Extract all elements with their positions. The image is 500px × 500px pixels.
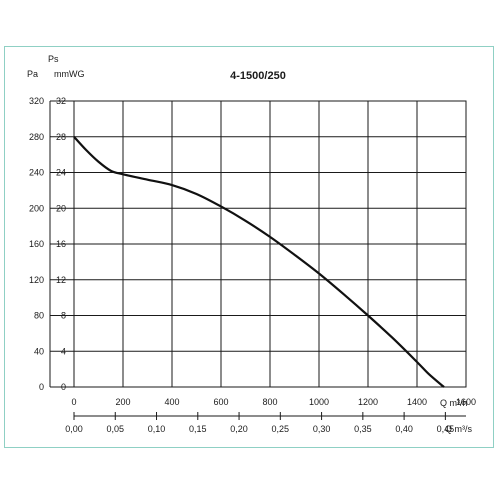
x-tick-label: 1000 (309, 397, 329, 407)
y-tick-label-pa: 280 (29, 132, 44, 142)
y-tick-label-pa: 200 (29, 203, 44, 213)
y-tick-label-mmwg: 8 (61, 311, 66, 321)
x2-tick-label: 0,15 (189, 424, 207, 434)
x-tick-label: 1400 (407, 397, 427, 407)
x-tick-label: 1600 (456, 397, 476, 407)
y-tick-label-pa: 120 (29, 275, 44, 285)
x2-tick-label: 0,00 (65, 424, 83, 434)
x2-tick-label: 0,40 (395, 424, 413, 434)
plot-border (73, 100, 467, 388)
x-tick-label: 0 (71, 397, 76, 407)
x2-tick-label: 0,35 (354, 424, 372, 434)
y-tick-label-pa: 240 (29, 168, 44, 178)
y-left-unit: Pa (27, 69, 38, 79)
x-unit-primary: Q m³/h (440, 398, 468, 408)
y-tick-label-mmwg: 4 (61, 346, 66, 356)
x-tick-label: 1200 (358, 397, 378, 407)
x-tick-label: 800 (262, 397, 277, 407)
y-tick-label-mmwg: 16 (56, 239, 66, 249)
y-tick-label-mmwg: 24 (56, 168, 66, 178)
x-tick-label: 400 (164, 397, 179, 407)
y-tick-label-mmwg: 32 (56, 96, 66, 106)
chart-title: 4-1500/250 (230, 70, 286, 82)
series-group (73, 136, 445, 388)
x-unit-secondary: Q m³/s (445, 424, 472, 434)
y-left-unit-top: Ps (48, 54, 59, 64)
x2-tick-label: 0,45 (437, 424, 455, 434)
x2-tick-label: 0,30 (313, 424, 331, 434)
y-tick-label-mmwg: 20 (56, 203, 66, 213)
chart-frame (4, 46, 494, 448)
y-tick-label-mmwg: 12 (56, 275, 66, 285)
y-right-unit: mmWG (54, 69, 85, 79)
y-tick-label-pa: 320 (29, 96, 44, 106)
fan-curve-line (73, 136, 445, 388)
y-tick-label-mmwg: 0 (61, 382, 66, 392)
y-tick-label-mmwg: 28 (56, 132, 66, 142)
y-tick-label-pa: 160 (29, 239, 44, 249)
y-tick-label-pa: 40 (34, 346, 44, 356)
y-tick-label-pa: 0 (39, 382, 44, 392)
grid (49, 100, 467, 420)
x2-tick-label: 0,25 (272, 424, 290, 434)
x2-tick-label: 0,10 (148, 424, 166, 434)
x2-tick-label: 0,20 (230, 424, 248, 434)
y-tick-label-pa: 80 (34, 311, 44, 321)
x-tick-label: 200 (115, 397, 130, 407)
x-tick-label: 600 (213, 397, 228, 407)
x2-tick-label: 0,05 (106, 424, 124, 434)
